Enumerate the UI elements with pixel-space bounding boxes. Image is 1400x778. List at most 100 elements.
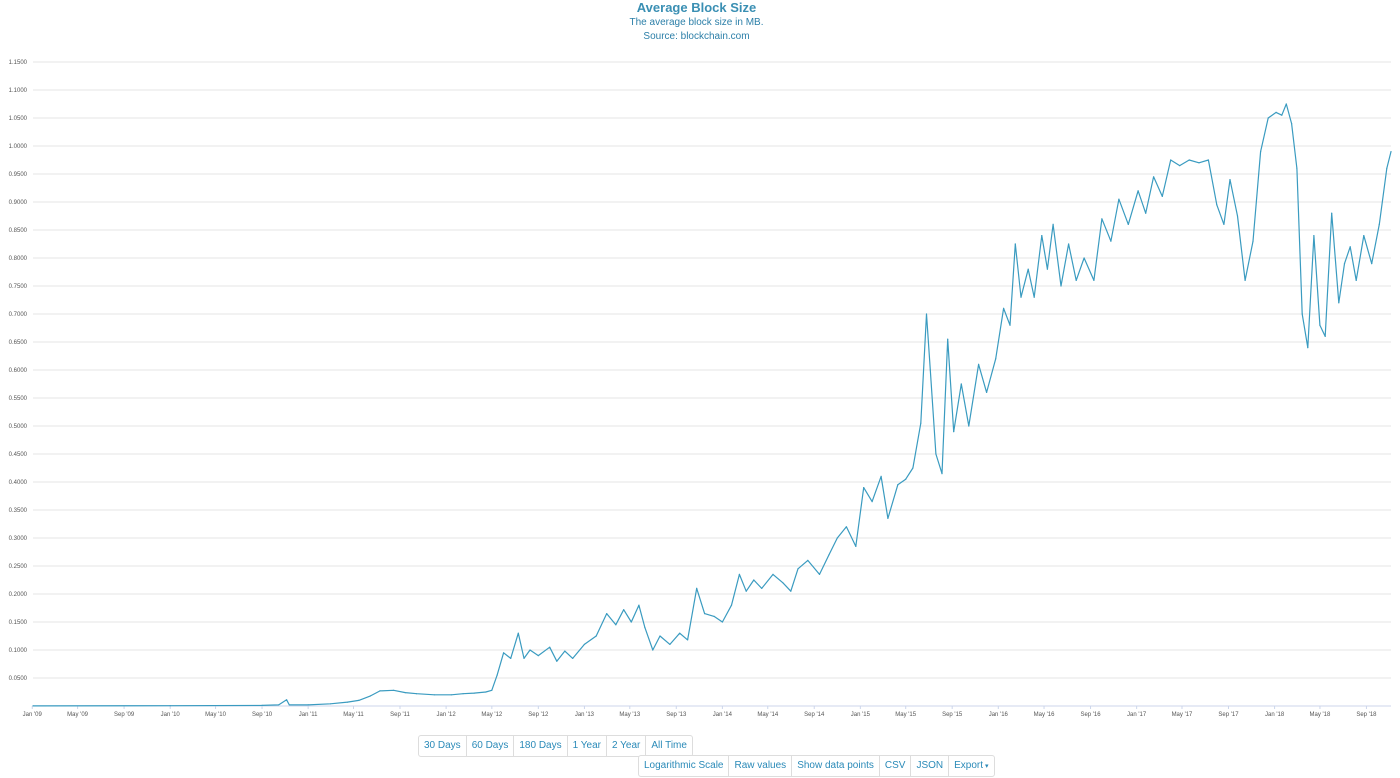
data-point	[1207, 159, 1209, 161]
y-tick-label: 0.2500	[9, 564, 28, 570]
range-button-group: 30 Days 60 Days 180 Days 1 Year 2 Year A…	[418, 735, 693, 757]
chart-subtitle: The average block size in MB.	[629, 17, 764, 28]
y-tick-label: 0.7500	[9, 284, 28, 290]
raw-values-button[interactable]: Raw values	[728, 755, 793, 777]
data-point	[669, 643, 671, 646]
data-point	[1296, 167, 1298, 169]
show-data-points-button[interactable]: Show data points	[791, 755, 880, 777]
data-point	[721, 621, 724, 623]
data-point	[1161, 195, 1163, 197]
data-point	[1363, 235, 1365, 237]
x-tick-label: Sep '13	[666, 712, 687, 718]
x-tick-label: Sep '10	[252, 712, 273, 718]
x-tick-label: May '17	[1172, 712, 1193, 718]
x-tick-label: Jan '14	[713, 712, 733, 718]
x-tick-label: May '13	[619, 712, 640, 718]
data-point	[346, 701, 349, 703]
data-point	[1331, 212, 1333, 214]
data-point	[379, 690, 381, 692]
data-point	[278, 704, 280, 706]
data-point	[704, 613, 706, 615]
data-point	[1075, 279, 1077, 281]
data-point	[790, 590, 792, 592]
y-tick-label: 1.1000	[9, 88, 28, 94]
data-point	[416, 693, 418, 695]
data-point	[1060, 285, 1062, 287]
data-point	[738, 573, 741, 576]
data-point	[905, 478, 907, 480]
logarithmic-scale-button[interactable]: Logarithmic Scale	[638, 755, 730, 777]
data-point	[450, 694, 452, 696]
x-tick-label: May '10	[205, 712, 226, 718]
x-tick-label: Sep '14	[804, 712, 825, 718]
csv-button[interactable]: CSV	[878, 755, 912, 777]
data-point	[1179, 165, 1181, 167]
data-point	[1188, 159, 1190, 161]
data-point	[537, 655, 539, 657]
y-tick-label: 0.6500	[9, 340, 28, 346]
data-point	[510, 657, 512, 660]
x-tick-label: May '15	[895, 712, 916, 718]
data-point	[329, 703, 332, 705]
data-point	[1236, 215, 1239, 217]
data-point	[1068, 243, 1070, 245]
json-button[interactable]: JSON	[910, 755, 950, 777]
export-button[interactable]: Export ▾	[948, 755, 995, 777]
data-point	[1313, 235, 1315, 237]
data-point	[404, 692, 406, 694]
data-point	[1324, 335, 1326, 337]
data-point	[807, 559, 809, 562]
data-point	[523, 657, 525, 660]
x-tick-label: Sep '12	[528, 712, 549, 718]
data-point	[1020, 296, 1022, 298]
data-point	[644, 627, 646, 629]
data-point	[1110, 240, 1112, 242]
range-1-year-button[interactable]: 1 Year	[566, 735, 607, 757]
export-label: Export	[954, 760, 984, 771]
y-tick-label: 0.0500	[9, 676, 28, 682]
data-point	[1093, 279, 1095, 281]
x-tick-label: Sep '09	[114, 712, 135, 718]
data-point	[529, 649, 531, 651]
data-point	[745, 590, 747, 592]
data-point	[947, 338, 949, 340]
x-tick-label: May '11	[343, 712, 364, 718]
data-point	[1355, 279, 1357, 281]
data-point	[836, 537, 838, 539]
range-180-days-button[interactable]: 180 Days	[513, 735, 568, 757]
y-axis: 0.0500 0.1000 0.1500 0.2000 0.2500 0.3000 0.35…	[9, 60, 28, 682]
x-tick-label: Sep '18	[1356, 712, 1377, 718]
data-point	[556, 660, 558, 662]
data-point	[473, 692, 475, 694]
y-tick-label: 0.3000	[9, 536, 28, 542]
data-point	[652, 649, 654, 651]
x-tick-label: May '16	[1034, 712, 1055, 718]
x-tick-label: Sep '11	[390, 712, 410, 718]
data-point	[797, 568, 799, 570]
x-tick-label: Jan '13	[575, 712, 595, 718]
data-point	[761, 587, 763, 590]
range-60-days-button[interactable]: 60 Days	[465, 735, 515, 757]
data-point	[369, 695, 372, 697]
range-all-time-button[interactable]: All Time	[645, 735, 693, 757]
data-point	[828, 554, 830, 556]
x-tick-label: Sep '16	[1080, 712, 1101, 718]
range-30-days-button[interactable]: 30 Days	[418, 735, 467, 757]
y-tick-label: 0.6000	[9, 368, 28, 374]
data-point	[549, 646, 551, 648]
y-tick-label: 0.7000	[9, 312, 28, 318]
caret-down-icon: ▾	[985, 763, 989, 770]
data-point	[1027, 268, 1029, 270]
range-2-year-button[interactable]: 2 Year	[606, 735, 647, 757]
data-point	[1338, 302, 1340, 304]
data-point	[630, 621, 632, 623]
y-tick-label: 0.2000	[9, 592, 28, 598]
y-tick-label: 1.1500	[9, 60, 28, 66]
data-point	[288, 704, 290, 706]
data-point	[925, 313, 928, 315]
data-point	[623, 609, 625, 611]
y-tick-label: 0.9000	[9, 200, 28, 206]
data-point	[1003, 307, 1005, 309]
data-point	[1301, 313, 1303, 315]
data-point	[713, 615, 715, 618]
